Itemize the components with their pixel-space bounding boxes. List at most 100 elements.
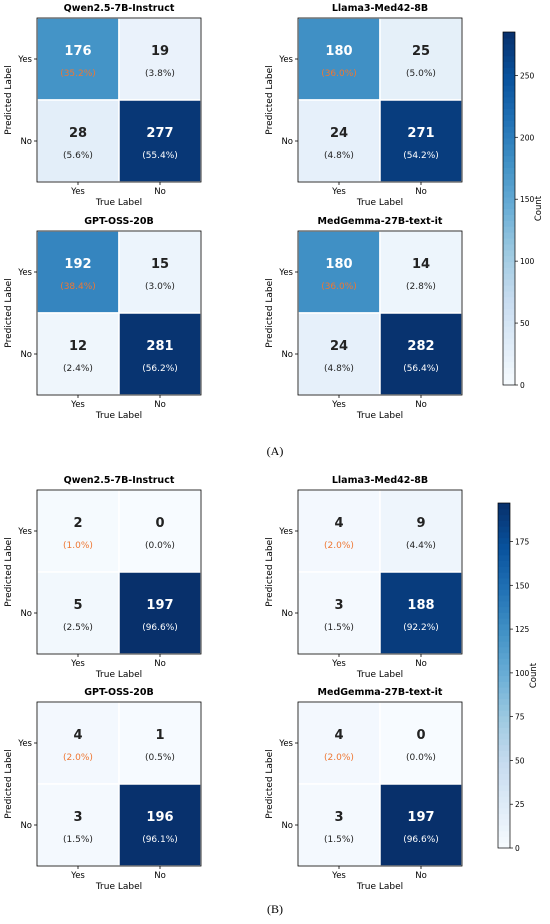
colorbar-segment xyxy=(503,255,515,263)
heatmap-cell xyxy=(379,99,463,183)
panel-label: (A) xyxy=(267,444,284,458)
colorbar-label: Count xyxy=(534,195,544,221)
x-axis-label: True Label xyxy=(356,411,403,421)
cell-percent-label: (2.8%) xyxy=(406,282,436,292)
x-tick-label: Yes xyxy=(70,659,85,669)
cell-percent-label: (0.0%) xyxy=(406,753,436,763)
colorbar-segment xyxy=(498,698,510,705)
colorbar-segment xyxy=(498,681,510,688)
panel-label: (B) xyxy=(267,902,283,916)
colorbar-segment xyxy=(498,750,510,757)
colorbar-segment xyxy=(498,779,510,786)
colorbar-segment xyxy=(498,744,510,751)
colorbar-label: Count xyxy=(529,662,539,688)
x-tick-label: No xyxy=(154,400,166,410)
x-tick-label: No xyxy=(415,871,427,881)
x-tick-label: Yes xyxy=(70,187,85,197)
colorbar-segment xyxy=(503,67,515,74)
heatmap-cell xyxy=(297,571,381,655)
colorbar-segment xyxy=(498,560,510,567)
cell-count-label: 5 xyxy=(73,598,82,613)
cell-count-label: 3 xyxy=(334,810,343,825)
heatmap-cell xyxy=(297,17,381,101)
heatmap-cell xyxy=(379,571,463,655)
colorbar-segment xyxy=(503,37,515,45)
colorbar-segment xyxy=(503,220,515,227)
colorbar-segment xyxy=(503,261,515,268)
cell-count-label: 188 xyxy=(407,598,434,613)
colorbar-segment xyxy=(498,606,510,613)
y-tick-label: Yes xyxy=(278,739,293,749)
cell-count-label: 14 xyxy=(412,257,430,272)
colorbar-segment xyxy=(498,761,510,769)
colorbar-segment xyxy=(503,249,515,257)
chart-title: GPT-OSS-20B xyxy=(84,687,154,698)
chart-title: MedGemma-27B-text-it xyxy=(318,216,443,227)
colorbar-segment xyxy=(503,349,515,357)
cell-count-label: 180 xyxy=(325,44,352,59)
colorbar-segment xyxy=(498,704,510,711)
cell-percent-label: (1.5%) xyxy=(63,835,93,845)
x-axis-label: True Label xyxy=(356,198,403,208)
x-tick-label: No xyxy=(154,659,166,669)
colorbar-segment xyxy=(498,658,510,665)
colorbar-segment xyxy=(498,549,510,556)
heatmap-cell xyxy=(118,99,202,183)
colorbar-segment xyxy=(503,273,515,280)
y-tick-label: No xyxy=(20,821,32,831)
x-axis-label: True Label xyxy=(356,670,403,680)
y-tick-label: Yes xyxy=(278,55,293,65)
x-axis-label: True Label xyxy=(95,882,142,892)
cell-count-label: 15 xyxy=(151,257,169,272)
heatmap-cell xyxy=(118,230,202,314)
colorbar-segment xyxy=(498,508,510,516)
cell-count-label: 176 xyxy=(64,44,91,59)
cell-count-label: 282 xyxy=(407,339,434,354)
colorbar-segment xyxy=(498,675,510,682)
x-tick-label: No xyxy=(154,187,166,197)
matrix-frame xyxy=(36,17,202,183)
cell-count-label: 3 xyxy=(73,810,82,825)
heatmap-cell xyxy=(379,17,463,101)
colorbar-segment xyxy=(498,802,510,809)
colorbar-segment xyxy=(503,243,515,251)
cell-count-label: 4 xyxy=(334,516,343,531)
colorbar-segment xyxy=(498,583,510,590)
colorbar-segment xyxy=(503,196,515,204)
colorbar-segment xyxy=(498,669,510,677)
colorbar-segment xyxy=(503,332,515,339)
matrix-frame xyxy=(297,701,463,867)
colorbar-segment xyxy=(503,114,515,121)
colorbar-segment xyxy=(503,379,515,386)
x-tick-label: No xyxy=(415,187,427,197)
cell-count-label: 277 xyxy=(146,126,173,141)
cell-count-label: 25 xyxy=(412,44,430,59)
cell-percent-label: (36.0%) xyxy=(321,69,357,79)
heatmap-cell xyxy=(118,17,202,101)
colorbar-segment xyxy=(498,612,510,619)
colorbar-segment xyxy=(503,296,515,304)
colorbar-segment xyxy=(498,526,510,533)
y-tick-label: No xyxy=(20,137,32,147)
cell-percent-label: (54.2%) xyxy=(403,151,439,161)
heatmap-cell xyxy=(297,99,381,183)
colorbar-segment xyxy=(498,635,510,642)
y-tick-label: Yes xyxy=(17,527,32,537)
colorbar-segment xyxy=(503,232,515,239)
cell-percent-label: (36.0%) xyxy=(321,282,357,292)
colorbar-segment xyxy=(503,161,515,168)
heatmap-cell xyxy=(379,230,463,314)
colorbar-segment xyxy=(503,173,515,180)
y-tick-label: Yes xyxy=(17,268,32,278)
y-tick-label: No xyxy=(281,137,293,147)
colorbar-segment xyxy=(498,618,510,625)
y-tick-label: No xyxy=(281,821,293,831)
colorbar-segment xyxy=(503,308,515,315)
chart-title: GPT-OSS-20B xyxy=(84,216,154,227)
matrix-frame xyxy=(297,489,463,655)
cell-count-label: 196 xyxy=(146,810,173,825)
colorbar-tick-label: 125 xyxy=(515,625,530,634)
heatmap-cell xyxy=(379,783,463,867)
colorbar-segment xyxy=(503,84,515,92)
colorbar-segment xyxy=(503,208,515,215)
